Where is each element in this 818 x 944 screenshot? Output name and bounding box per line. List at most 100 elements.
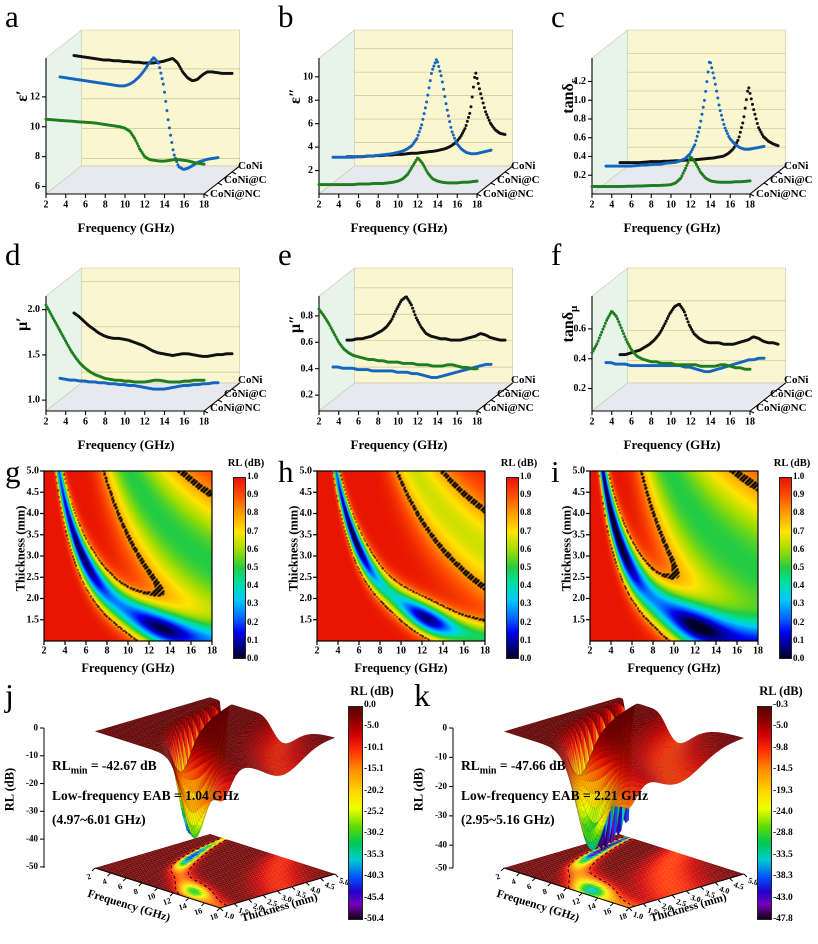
panel-c-plot: [546, 0, 818, 238]
panel-d: d μ′ Frequency (GHz) CoNi CoNi@C CoNi@NC: [0, 237, 273, 455]
colorbar-title: RL (dB): [759, 684, 803, 698]
colorbar-tick: 0.7: [247, 525, 259, 536]
colorbar-tick: 1.0: [793, 471, 805, 481]
series-label-coni-c: CoNi@C: [770, 388, 813, 400]
colorbar-tick: -10.1: [364, 742, 384, 753]
annotation-line3: (2.95~5.16 GHz): [461, 811, 555, 827]
y-axis-title: Thickness (mm): [13, 505, 28, 592]
colorbar-ticks: 1.0 0.9 0.8 0.7 0.6 0.5 0.4 0.3 0.2 0.1 0.0: [247, 471, 258, 663]
colorbar-tick: 0.3: [520, 598, 532, 609]
x-axis-title: Frequency (GHz): [623, 437, 721, 452]
colorbar-tick: -43.0: [773, 892, 793, 903]
colorbar-tick: 0.9: [520, 489, 532, 500]
x-axis-title: Frequency (GHz): [77, 220, 175, 235]
x-axis-title: Frequency (GHz): [623, 220, 721, 235]
colorbar-tick: 0.4: [793, 580, 805, 591]
panel-i-plot: [546, 455, 818, 678]
panel-letter-f: f: [551, 237, 562, 272]
colorbar-ticks: 1.0 0.9 0.8 0.7 0.6 0.5 0.4 0.3 0.2 0.1 0.0: [793, 471, 804, 663]
colorbar-tick: 0.6: [247, 543, 259, 554]
panel-letter-e: e: [278, 237, 292, 272]
colorbar-tick: 0.9: [247, 489, 259, 500]
series-label-coni-c: CoNi@C: [497, 174, 540, 186]
panel-j-plot: [0, 678, 409, 944]
panel-letter-c: c: [551, 0, 565, 34]
panel-g: g Thickness (mm) Frequency (GHz) RL (dB)…: [0, 454, 273, 678]
annotation-line3: (4.97~6.01 GHz): [52, 811, 146, 827]
panel-f-plot: [546, 238, 818, 455]
colorbar-tick: -5.0: [773, 721, 789, 732]
colorbar-tick: 0.2: [793, 616, 805, 627]
colorbar-tick: 0.2: [520, 616, 532, 627]
panel-e: e μ″ Frequency (GHz) CoNi CoNi@C CoNi@NC: [273, 237, 546, 455]
panel-h-plot: [273, 455, 546, 678]
colorbar-tick: 0.5: [520, 561, 532, 572]
panel-j: j RL (dB) RLmin = -42.67 dB Low-frequenc…: [0, 677, 409, 944]
colorbar-title: RL (dB): [773, 458, 811, 469]
colorbar-tick: 0.8: [247, 507, 259, 518]
colorbar-tick: -25.2: [364, 806, 384, 817]
colorbar: [506, 477, 519, 659]
panel-b-plot: [273, 0, 546, 238]
colorbar-tick: 0.4: [247, 580, 259, 591]
x-axis-title: Frequency (GHz): [627, 661, 721, 675]
x-axis-title: Frequency (GHz): [350, 220, 448, 235]
y-axis-title: μ′: [13, 317, 31, 331]
series-label-coni-c: CoNi@C: [497, 388, 540, 400]
colorbar-tick: 0.2: [247, 616, 259, 627]
panel-letter-j: j: [5, 677, 14, 713]
annotation-line1: RLmin = -47.66 dB: [461, 758, 566, 777]
colorbar-tick: 0.6: [520, 543, 532, 554]
annotation-rl-min: RLmin = -42.67 dB Low-frequency EAB = 1.…: [52, 754, 239, 832]
colorbar-tick: 0.9: [793, 489, 805, 500]
colorbar-tick: -5.0: [364, 721, 380, 732]
colorbar: [779, 477, 792, 659]
panel-b: b ε″ Frequency (GHz) CoNi CoNi@C CoNi@NC: [273, 0, 546, 238]
panel-e-plot: [273, 238, 546, 455]
colorbar-tick: -30.2: [364, 828, 384, 839]
y-axis-title: Thickness (mm): [559, 505, 574, 592]
panel-a: a ε′ Frequency (GHz) CoNi CoNi@C CoNi@NC: [0, 0, 273, 238]
colorbar-tick: 1.0: [247, 471, 259, 481]
colorbar-tick: 0.0: [520, 652, 532, 663]
y-axis-title: tanδμ: [559, 305, 581, 343]
colorbar-tick: -38.3: [773, 871, 793, 882]
series-label-coni-c: CoNi@C: [224, 174, 267, 186]
colorbar-tick: -14.5: [773, 764, 793, 775]
colorbar: [348, 706, 363, 920]
colorbar-tick: -50.4: [364, 913, 384, 924]
annotation-line2: Low-frequency EAB = 2.21 GHz: [461, 787, 649, 803]
panel-letter-k: k: [414, 677, 430, 713]
colorbar-tick: -47.8: [773, 913, 793, 924]
colorbar-tick: 0.5: [247, 561, 259, 572]
colorbar-title: RL (dB): [227, 458, 265, 469]
colorbar-ticks: -0.3 -5.0 -9.8 -14.5 -19.3 -24.0 -28.8 -33.5 -38…: [773, 700, 793, 924]
colorbar-tick: -0.3: [773, 700, 789, 710]
y-axis-title: ε″: [286, 88, 304, 104]
colorbar-tick: -20.2: [364, 785, 384, 796]
z-axis-title: RL (dB): [2, 767, 17, 812]
panel-d-plot: [0, 238, 273, 455]
colorbar-tick: 0.8: [793, 507, 805, 518]
series-label-coni-c: CoNi@C: [224, 388, 267, 400]
series-label-coni: CoNi: [238, 374, 263, 386]
panel-letter-a: a: [5, 0, 19, 34]
colorbar: [233, 477, 246, 659]
colorbar-tick: -9.8: [773, 742, 789, 753]
series-label-coni-nc: CoNi@NC: [756, 188, 807, 200]
series-label-coni: CoNi: [511, 160, 536, 172]
colorbar-tick: 0.6: [793, 543, 805, 554]
panel-k-plot: [409, 678, 818, 944]
panel-letter-d: d: [5, 237, 21, 272]
colorbar-title: RL (dB): [500, 458, 538, 469]
colorbar-tick: -35.3: [364, 849, 384, 860]
colorbar-tick: -24.0: [773, 806, 793, 817]
colorbar-tick: 0.1: [793, 634, 805, 645]
panel-letter-h: h: [278, 454, 294, 489]
x-axis-title: Frequency (GHz): [77, 437, 175, 452]
y-axis-title: Thickness (mm): [286, 505, 301, 592]
series-label-coni-c: CoNi@C: [770, 174, 813, 186]
series-label-coni-nc: CoNi@NC: [210, 188, 261, 200]
colorbar-ticks: 0.0 -5.0 -10.1 -15.1 -20.2 -25.2 -30.2 -35.3 -40…: [364, 700, 384, 924]
colorbar-tick: 0.8: [520, 507, 532, 518]
